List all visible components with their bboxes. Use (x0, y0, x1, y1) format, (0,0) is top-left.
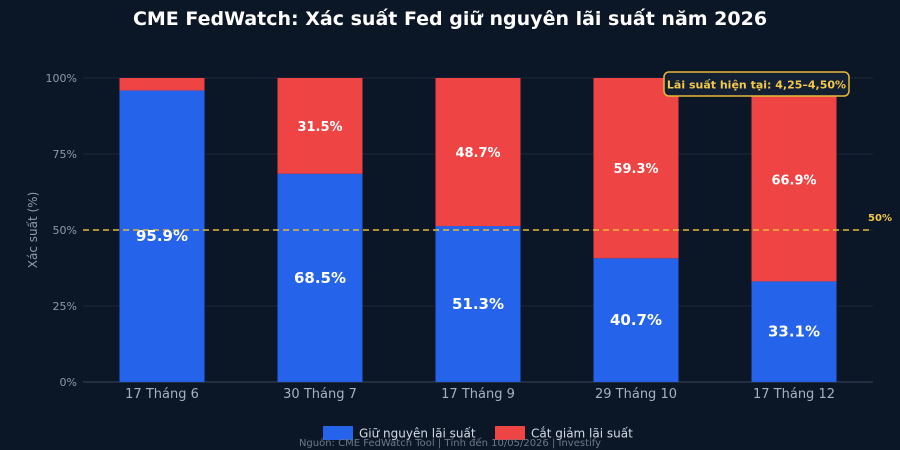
legend: Giữ nguyên lãi suất Cắt giảm lãi suất (323, 426, 633, 441)
chart-title: CME FedWatch: Xác suất Fed giữ nguyên lã… (133, 7, 767, 30)
y-tick-label: 75% (53, 148, 77, 161)
y-axis-label: Xác suất (%) (26, 192, 40, 268)
hold-data-label: 95.9% (136, 227, 188, 245)
cut-bar (751, 78, 837, 282)
x-tick-label: 17 Tháng 6 (125, 387, 199, 402)
current-rate-badge: Lãi suất hiện tại: 4,25–4,50% (663, 71, 850, 97)
y-tick-label: 50% (53, 224, 77, 237)
cut-bar (277, 78, 363, 174)
badge-box (663, 71, 850, 97)
data-labels: 95.9% 68.5% 31.5% 51.3% 48.7% 40.7% 59.3% 33.1%… (136, 120, 820, 341)
y-tick-label: 25% (53, 300, 77, 313)
y-tick-labels: 0% 25% 50% 75% 100% (46, 72, 77, 389)
legend-label: Cắt giảm lãi suất (531, 427, 633, 441)
cut-bar (435, 78, 521, 227)
hold-data-label: 40.7% (610, 311, 662, 329)
hold-bar (435, 226, 521, 382)
x-tick-label: 17 Tháng 9 (441, 387, 515, 402)
hold-bar (593, 258, 679, 382)
legend-swatch (323, 426, 353, 440)
x-tick-label: 30 Tháng 7 (283, 387, 357, 402)
hold-bar (751, 281, 837, 382)
legend-swatch (495, 426, 525, 440)
hold-bar (277, 173, 363, 382)
hold-data-label: 33.1% (768, 323, 820, 341)
source-note: Nguồn: CME FedWatch Tool | Tính đến 10/0… (299, 437, 601, 449)
hold-data-label: 51.3% (452, 295, 504, 313)
bars (119, 78, 837, 383)
reference-line-label: 50% (868, 213, 892, 224)
cut-data-label: 48.7% (455, 146, 500, 161)
cut-bar (119, 78, 205, 91)
hold-data-label: 68.5% (294, 269, 346, 287)
hold-bar (119, 90, 205, 383)
y-tick-label: 0% (60, 376, 77, 389)
x-tick-labels: 17 Tháng 6 30 Tháng 7 17 Tháng 9 29 Tháng 1… (125, 387, 835, 402)
cut-bar (593, 78, 679, 259)
y-tick-label: 100% (46, 72, 77, 85)
cut-data-label: 66.9% (771, 174, 816, 189)
badge-text: Lãi suất hiện tại: 4,25–4,50% (667, 79, 846, 92)
x-tick-label: 29 Tháng 10 (595, 387, 677, 402)
cut-data-label: 31.5% (297, 120, 342, 135)
reference-line-group: 50% (83, 213, 892, 231)
cut-data-label: 59.3% (613, 162, 658, 177)
x-tick-label: 17 Tháng 12 (753, 387, 835, 402)
legend-label: Giữ nguyên lãi suất (359, 427, 476, 441)
